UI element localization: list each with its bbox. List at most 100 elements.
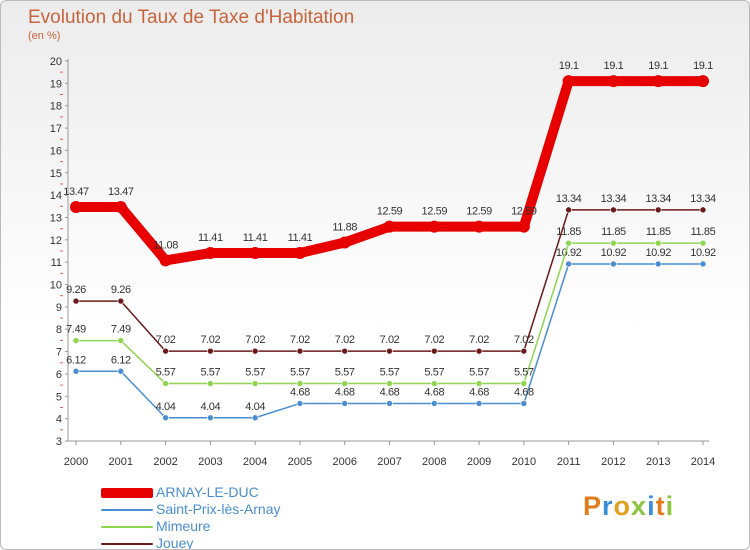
legend-swatch bbox=[101, 509, 153, 511]
y-tick-label: 4 bbox=[56, 414, 62, 426]
chart-subtitle: (en %) bbox=[28, 30, 61, 42]
data-label: 11.88 bbox=[332, 222, 357, 234]
y-tick-label: 17 bbox=[50, 123, 62, 135]
y-tick-label: 20 bbox=[50, 56, 62, 68]
data-label: 11.85 bbox=[691, 226, 716, 238]
series-arnay-le-duc: 13.47 13.47 11.08 11.41 11.41 11.41 11.88 12.59… bbox=[63, 60, 714, 267]
x-tick-label: 2011 bbox=[557, 456, 581, 468]
data-point bbox=[341, 400, 349, 407]
x-tick-label: 2008 bbox=[422, 456, 446, 468]
data-point bbox=[654, 260, 662, 268]
data-point bbox=[341, 347, 349, 355]
legend-label: Saint-Prix-lès-Arnay bbox=[156, 501, 281, 517]
data-label: 7.02 bbox=[156, 334, 176, 346]
data-label: 12.59 bbox=[511, 206, 537, 218]
data-label: 13.34 bbox=[601, 193, 627, 205]
x-tick-label: 2009 bbox=[467, 456, 491, 468]
data-point bbox=[428, 220, 441, 233]
y-tick-label: 12 bbox=[50, 235, 62, 247]
data-label: 4.68 bbox=[380, 386, 400, 398]
series-saint-prix-l-s-arnay: 6.12 6.12 4.04 4.04 4.04 4.68 4.68 4.68 4.68 4.68… bbox=[66, 247, 716, 422]
y-tick-label: 14 bbox=[50, 190, 62, 202]
data-label: 5.57 bbox=[380, 367, 400, 379]
data-label: 12.59 bbox=[377, 206, 403, 218]
data-label: 13.34 bbox=[556, 193, 582, 205]
data-label: 10.92 bbox=[645, 247, 671, 259]
series-jouey: 9.26 9.26 7.02 7.02 7.02 7.02 7.02 7.02 7.02 7.02… bbox=[66, 193, 716, 355]
data-point bbox=[475, 400, 483, 407]
data-label: 5.57 bbox=[424, 367, 444, 379]
data-label: 4.68 bbox=[335, 386, 355, 398]
legend-swatch bbox=[101, 488, 153, 498]
data-label: 13.34 bbox=[690, 193, 716, 205]
data-point bbox=[562, 75, 575, 88]
data-point bbox=[204, 247, 217, 260]
x-tick-label: 2000 bbox=[64, 456, 88, 468]
proxiti-logo: Proxiti bbox=[583, 491, 674, 522]
data-point bbox=[72, 337, 80, 344]
logo-letter: i bbox=[647, 491, 656, 521]
y-tick-label: 10 bbox=[50, 280, 62, 292]
data-label: 4.68 bbox=[514, 386, 534, 398]
y-tick-label: 18 bbox=[50, 101, 62, 113]
chart-title: Evolution du Taux de Taxe d'Habitation bbox=[28, 7, 355, 28]
data-label: 7.02 bbox=[514, 334, 534, 346]
data-label: 19.1 bbox=[559, 60, 579, 72]
data-label: 12.59 bbox=[422, 206, 448, 218]
data-point bbox=[699, 239, 707, 247]
data-point bbox=[386, 347, 393, 355]
data-point bbox=[249, 247, 262, 260]
y-tick-label: 16 bbox=[50, 145, 62, 157]
data-point bbox=[207, 414, 214, 422]
x-tick-label: 2013 bbox=[646, 456, 670, 468]
data-point bbox=[72, 297, 80, 305]
data-label: 7.02 bbox=[469, 334, 489, 346]
data-point bbox=[207, 347, 214, 355]
data-label: 19.1 bbox=[693, 60, 713, 72]
data-point bbox=[652, 75, 665, 88]
data-label: 11.85 bbox=[646, 226, 671, 238]
x-tick-label: 2004 bbox=[243, 456, 267, 468]
data-label: 7.49 bbox=[111, 324, 131, 336]
data-point bbox=[114, 200, 127, 213]
data-point bbox=[162, 347, 169, 355]
x-tick-label: 2010 bbox=[512, 456, 536, 468]
data-label: 10.92 bbox=[690, 247, 716, 259]
data-point bbox=[475, 380, 483, 387]
data-point bbox=[565, 206, 572, 214]
data-label: 10.92 bbox=[601, 247, 627, 259]
data-label: 13.34 bbox=[645, 193, 671, 205]
data-point bbox=[338, 236, 351, 249]
data-point bbox=[565, 239, 572, 247]
y-tick-label: 6 bbox=[56, 369, 62, 381]
data-point bbox=[520, 400, 528, 407]
data-label: 4.68 bbox=[424, 386, 444, 398]
data-point bbox=[610, 260, 617, 268]
legend-label: Mimeure bbox=[156, 518, 211, 534]
logo-letter: P bbox=[583, 491, 603, 521]
data-point bbox=[341, 380, 349, 387]
data-label: 4.68 bbox=[469, 386, 489, 398]
data-label: 19.1 bbox=[648, 60, 668, 72]
x-tick-label: 2005 bbox=[288, 456, 312, 468]
y-tick-label: 9 bbox=[56, 302, 62, 314]
x-tick-label: 2007 bbox=[377, 456, 401, 468]
data-point bbox=[565, 260, 572, 268]
data-point bbox=[473, 220, 486, 233]
y-tick-label: 15 bbox=[50, 168, 62, 180]
logo-letter: o bbox=[613, 491, 632, 521]
y-tick-label: 13 bbox=[50, 212, 62, 224]
data-label: 11.41 bbox=[198, 232, 223, 244]
data-point bbox=[251, 347, 259, 355]
y-tick-label: 5 bbox=[56, 391, 62, 403]
legend-label: Jouey bbox=[156, 535, 194, 550]
data-label: 4.04 bbox=[156, 401, 176, 413]
data-point bbox=[72, 367, 80, 375]
data-label: 12.59 bbox=[466, 206, 492, 218]
data-point bbox=[430, 400, 438, 407]
data-point bbox=[207, 380, 214, 387]
data-label: 13.47 bbox=[108, 186, 134, 198]
x-tick-label: 2002 bbox=[153, 456, 177, 468]
data-point bbox=[251, 414, 259, 422]
